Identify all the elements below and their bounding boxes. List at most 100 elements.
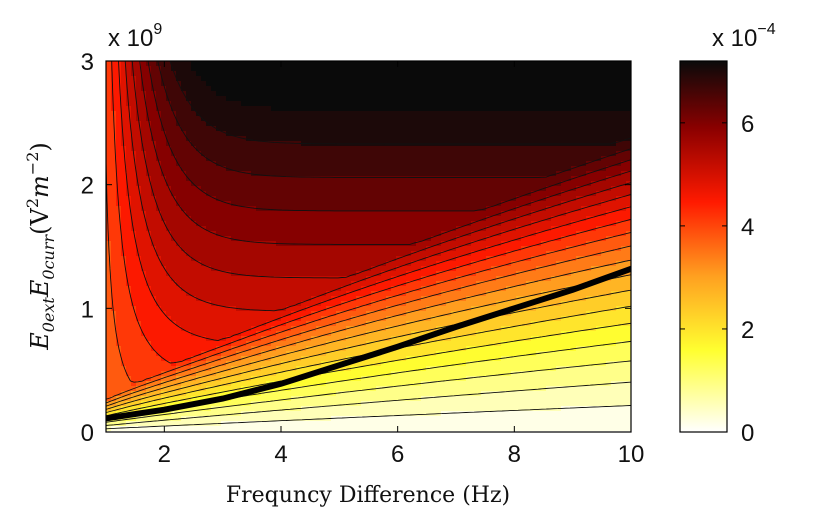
contour-cell	[256, 186, 262, 192]
contour-cell	[236, 201, 242, 207]
contour-cell	[391, 61, 397, 67]
contour-cell	[171, 311, 177, 317]
contour-cell	[411, 261, 417, 267]
contour-cell	[321, 236, 327, 242]
contour-cell	[391, 406, 397, 412]
contour-cell	[241, 421, 247, 427]
contour-cell	[261, 191, 267, 197]
contour-cell	[201, 211, 207, 217]
contour-cell	[211, 296, 217, 302]
contour-cell	[326, 306, 332, 312]
contour-cell	[401, 316, 407, 322]
contour-cell	[121, 351, 127, 357]
contour-cell	[251, 426, 257, 432]
contour-cell	[201, 76, 207, 82]
contour-cell	[251, 216, 257, 222]
contour-cell	[351, 226, 357, 232]
contour-cell	[421, 226, 427, 232]
contour-cell	[351, 261, 357, 267]
contour-cell	[201, 86, 207, 92]
contour-cell	[301, 336, 307, 342]
contour-cell	[141, 156, 147, 162]
contour-cell	[421, 346, 427, 352]
contour-cell	[126, 141, 132, 147]
contour-cell	[356, 116, 362, 122]
contour-cell	[306, 316, 312, 322]
contour-cell	[426, 126, 432, 132]
contour-cell	[121, 386, 127, 392]
contour-cell	[271, 356, 277, 362]
contour-cell	[311, 106, 317, 112]
contour-cell	[186, 111, 192, 117]
contour-cell	[356, 406, 362, 412]
contour-cell	[226, 231, 232, 237]
contour-cell	[376, 86, 382, 92]
contour-cell	[426, 101, 432, 107]
contour-cell	[341, 271, 347, 277]
contour-cell	[421, 286, 427, 292]
contour-cell	[261, 346, 267, 352]
contour-cell	[316, 376, 322, 382]
contour-cell	[376, 241, 382, 247]
contour-cell	[361, 426, 367, 432]
contour-cell	[106, 176, 112, 182]
contour-cell	[396, 371, 402, 377]
contour-cell	[171, 166, 177, 172]
contour-cell	[396, 61, 402, 67]
contour-cell	[116, 381, 122, 387]
contour-cell	[251, 171, 257, 177]
contour-cell	[366, 121, 372, 127]
contour-cell	[196, 286, 202, 292]
contour-cell	[201, 161, 207, 167]
contour-cell	[231, 166, 237, 172]
contour-cell	[291, 181, 297, 187]
contour-cell	[136, 416, 142, 422]
contour-cell	[311, 186, 317, 192]
contour-cell	[131, 166, 137, 172]
contour-cell	[296, 151, 302, 157]
contour-cell	[416, 76, 422, 82]
contour-cell	[196, 331, 202, 337]
contour-cell	[141, 221, 147, 227]
contour-cell	[226, 316, 232, 322]
contour-cell	[136, 296, 142, 302]
contour-cell	[316, 231, 322, 237]
contour-cell	[221, 91, 227, 97]
contour-cell	[196, 161, 202, 167]
contour-cell	[241, 176, 247, 182]
contour-cell	[391, 401, 397, 407]
contour-cell	[301, 391, 307, 397]
contour-cell	[251, 166, 257, 172]
contour-cell	[271, 296, 277, 302]
contour-cell	[121, 61, 127, 67]
contour-cell	[306, 391, 312, 397]
contour-cell	[316, 186, 322, 192]
contour-cell	[316, 356, 322, 362]
contour-cell	[326, 261, 332, 267]
contour-cell	[421, 311, 427, 317]
contour-cell	[181, 66, 187, 72]
contour-cell	[116, 321, 122, 327]
contour-cell	[256, 176, 262, 182]
contour-cell	[246, 416, 252, 422]
contour-cell	[226, 266, 232, 272]
contour-cell	[171, 226, 177, 232]
contour-cell	[216, 156, 222, 162]
contour-cell	[281, 366, 287, 372]
contour-cell	[351, 236, 357, 242]
contour-cell	[151, 306, 157, 312]
contour-cell	[261, 201, 267, 207]
contour-cell	[126, 241, 132, 247]
contour-cell	[281, 311, 287, 317]
contour-cell	[376, 391, 382, 397]
contour-cell	[206, 136, 212, 142]
contour-cell	[201, 151, 207, 157]
contour-cell	[436, 216, 442, 222]
contour-cell	[381, 291, 387, 297]
contour-cell	[286, 76, 292, 82]
contour-cell	[226, 391, 232, 397]
contour-cell	[221, 196, 227, 202]
contour-cell	[351, 321, 357, 327]
contour-cell	[416, 311, 422, 317]
contour-cell	[231, 136, 237, 142]
